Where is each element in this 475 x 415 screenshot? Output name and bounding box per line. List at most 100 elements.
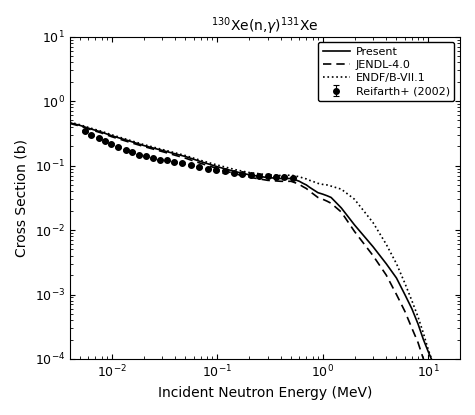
Present bbox=[182, 154, 188, 159]
ENDF/B-VII.1 bbox=[67, 120, 73, 125]
JENDL-4.0 bbox=[265, 178, 270, 183]
JENDL-4.0 bbox=[86, 127, 91, 132]
JENDL-4.0 bbox=[402, 309, 408, 314]
JENDL-4.0 bbox=[296, 182, 302, 187]
ENDF/B-VII.1 bbox=[233, 167, 238, 172]
ENDF/B-VII.1 bbox=[307, 178, 313, 183]
ENDF/B-VII.1 bbox=[352, 197, 357, 202]
ENDF/B-VII.1 bbox=[324, 183, 330, 188]
ENDF/B-VII.1 bbox=[141, 142, 146, 147]
ENDF/B-VII.1 bbox=[159, 147, 165, 152]
Present bbox=[265, 175, 270, 180]
JENDL-4.0 bbox=[352, 229, 357, 234]
JENDL-4.0 bbox=[141, 144, 146, 149]
JENDL-4.0 bbox=[320, 197, 325, 202]
Line: ENDF/B-VII.1: ENDF/B-VII.1 bbox=[70, 122, 460, 415]
Present bbox=[307, 185, 313, 190]
Present bbox=[278, 176, 284, 181]
ENDF/B-VII.1 bbox=[265, 172, 270, 177]
Present bbox=[370, 244, 376, 249]
JENDL-4.0 bbox=[67, 121, 73, 126]
ENDF/B-VII.1 bbox=[246, 170, 252, 175]
ENDF/B-VII.1 bbox=[415, 315, 421, 320]
JENDL-4.0 bbox=[214, 166, 220, 171]
Present bbox=[310, 187, 315, 192]
ENDF/B-VII.1 bbox=[293, 173, 298, 178]
Present bbox=[109, 133, 114, 138]
ENDF/B-VII.1 bbox=[320, 182, 325, 187]
JENDL-4.0 bbox=[328, 201, 334, 206]
JENDL-4.0 bbox=[434, 392, 439, 397]
ENDF/B-VII.1 bbox=[328, 183, 334, 188]
ENDF/B-VII.1 bbox=[182, 153, 188, 158]
Present bbox=[324, 193, 330, 198]
JENDL-4.0 bbox=[127, 140, 133, 145]
Present bbox=[415, 321, 421, 326]
JENDL-4.0 bbox=[293, 181, 298, 186]
JENDL-4.0 bbox=[383, 273, 389, 278]
JENDL-4.0 bbox=[415, 340, 421, 345]
Present bbox=[352, 222, 357, 227]
ENDF/B-VII.1 bbox=[127, 138, 133, 143]
Present bbox=[444, 390, 450, 395]
Line: JENDL-4.0: JENDL-4.0 bbox=[70, 123, 460, 415]
ENDF/B-VII.1 bbox=[315, 181, 321, 186]
ENDF/B-VII.1 bbox=[444, 395, 450, 400]
ENDF/B-VII.1 bbox=[109, 132, 114, 137]
ENDF/B-VII.1 bbox=[99, 129, 104, 134]
Present bbox=[233, 169, 238, 174]
Present bbox=[315, 190, 321, 195]
Present bbox=[339, 205, 344, 210]
Present bbox=[293, 177, 298, 182]
ENDF/B-VII.1 bbox=[198, 158, 204, 163]
Present bbox=[288, 176, 294, 181]
ENDF/B-VII.1 bbox=[420, 331, 426, 336]
JENDL-4.0 bbox=[198, 161, 204, 166]
JENDL-4.0 bbox=[300, 184, 306, 189]
Line: Present: Present bbox=[70, 123, 460, 415]
Present bbox=[198, 159, 204, 164]
JENDL-4.0 bbox=[426, 371, 431, 376]
Present bbox=[332, 199, 338, 204]
Present bbox=[383, 261, 389, 266]
JENDL-4.0 bbox=[310, 191, 315, 196]
JENDL-4.0 bbox=[409, 326, 415, 331]
Present bbox=[159, 148, 165, 153]
Present bbox=[394, 276, 399, 281]
JENDL-4.0 bbox=[99, 130, 104, 135]
Y-axis label: Cross Section (b): Cross Section (b) bbox=[15, 139, 29, 257]
ENDF/B-VII.1 bbox=[304, 176, 309, 181]
ENDF/B-VII.1 bbox=[300, 176, 306, 181]
JENDL-4.0 bbox=[324, 199, 330, 204]
JENDL-4.0 bbox=[246, 175, 252, 180]
Present bbox=[402, 292, 408, 297]
JENDL-4.0 bbox=[304, 186, 309, 191]
ENDF/B-VII.1 bbox=[296, 174, 302, 179]
Present bbox=[77, 123, 83, 128]
ENDF/B-VII.1 bbox=[383, 242, 389, 247]
ENDF/B-VII.1 bbox=[409, 298, 415, 303]
ENDF/B-VII.1 bbox=[426, 347, 431, 352]
JENDL-4.0 bbox=[77, 124, 83, 129]
Present bbox=[86, 126, 91, 131]
JENDL-4.0 bbox=[278, 179, 284, 184]
JENDL-4.0 bbox=[288, 179, 294, 184]
JENDL-4.0 bbox=[109, 134, 114, 139]
JENDL-4.0 bbox=[307, 189, 313, 194]
JENDL-4.0 bbox=[339, 210, 344, 215]
Present bbox=[420, 337, 426, 342]
Present bbox=[67, 120, 73, 125]
ENDF/B-VII.1 bbox=[77, 122, 83, 127]
JENDL-4.0 bbox=[394, 292, 399, 297]
ENDF/B-VII.1 bbox=[214, 163, 220, 168]
ENDF/B-VII.1 bbox=[394, 261, 399, 266]
ENDF/B-VII.1 bbox=[434, 371, 439, 376]
Present bbox=[99, 129, 104, 134]
Present bbox=[304, 183, 309, 188]
JENDL-4.0 bbox=[420, 356, 426, 361]
Present bbox=[127, 139, 133, 144]
ENDF/B-VII.1 bbox=[86, 125, 91, 130]
X-axis label: Incident Neutron Energy (MeV): Incident Neutron Energy (MeV) bbox=[158, 386, 372, 400]
ENDF/B-VII.1 bbox=[339, 187, 344, 192]
JENDL-4.0 bbox=[315, 195, 321, 200]
